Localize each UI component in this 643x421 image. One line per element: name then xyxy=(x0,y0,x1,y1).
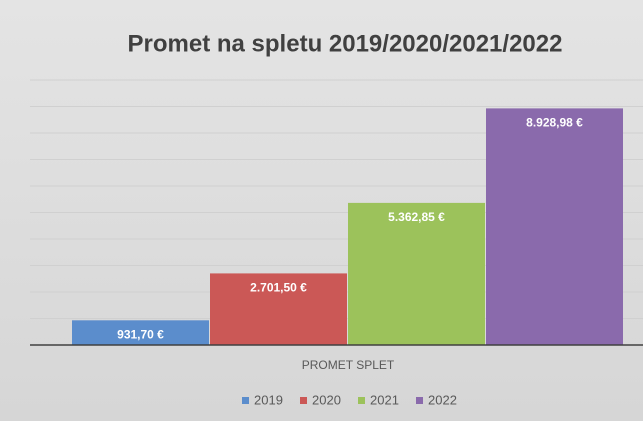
legend-label: 2021 xyxy=(370,392,399,407)
bar xyxy=(348,202,485,345)
bar xyxy=(210,273,347,345)
x-tick-label: PROMET SPLET xyxy=(302,358,395,372)
legend-swatch xyxy=(358,397,365,404)
chart-title: Promet na spletu 2019/2020/2021/2022 xyxy=(128,30,563,57)
data-label: 8.928,98 € xyxy=(526,116,583,130)
legend-label: 2022 xyxy=(428,392,457,407)
legend-swatch xyxy=(416,397,423,404)
legend-label: 2020 xyxy=(312,392,341,407)
legend-swatch xyxy=(242,397,249,404)
data-label: 931,70 € xyxy=(117,327,164,341)
data-label: 5.362,85 € xyxy=(388,210,445,224)
legend-label: 2019 xyxy=(254,392,283,407)
data-label: 2.701,50 € xyxy=(250,281,307,295)
bar xyxy=(486,108,623,346)
legend-swatch xyxy=(300,397,307,404)
bar xyxy=(72,320,209,345)
